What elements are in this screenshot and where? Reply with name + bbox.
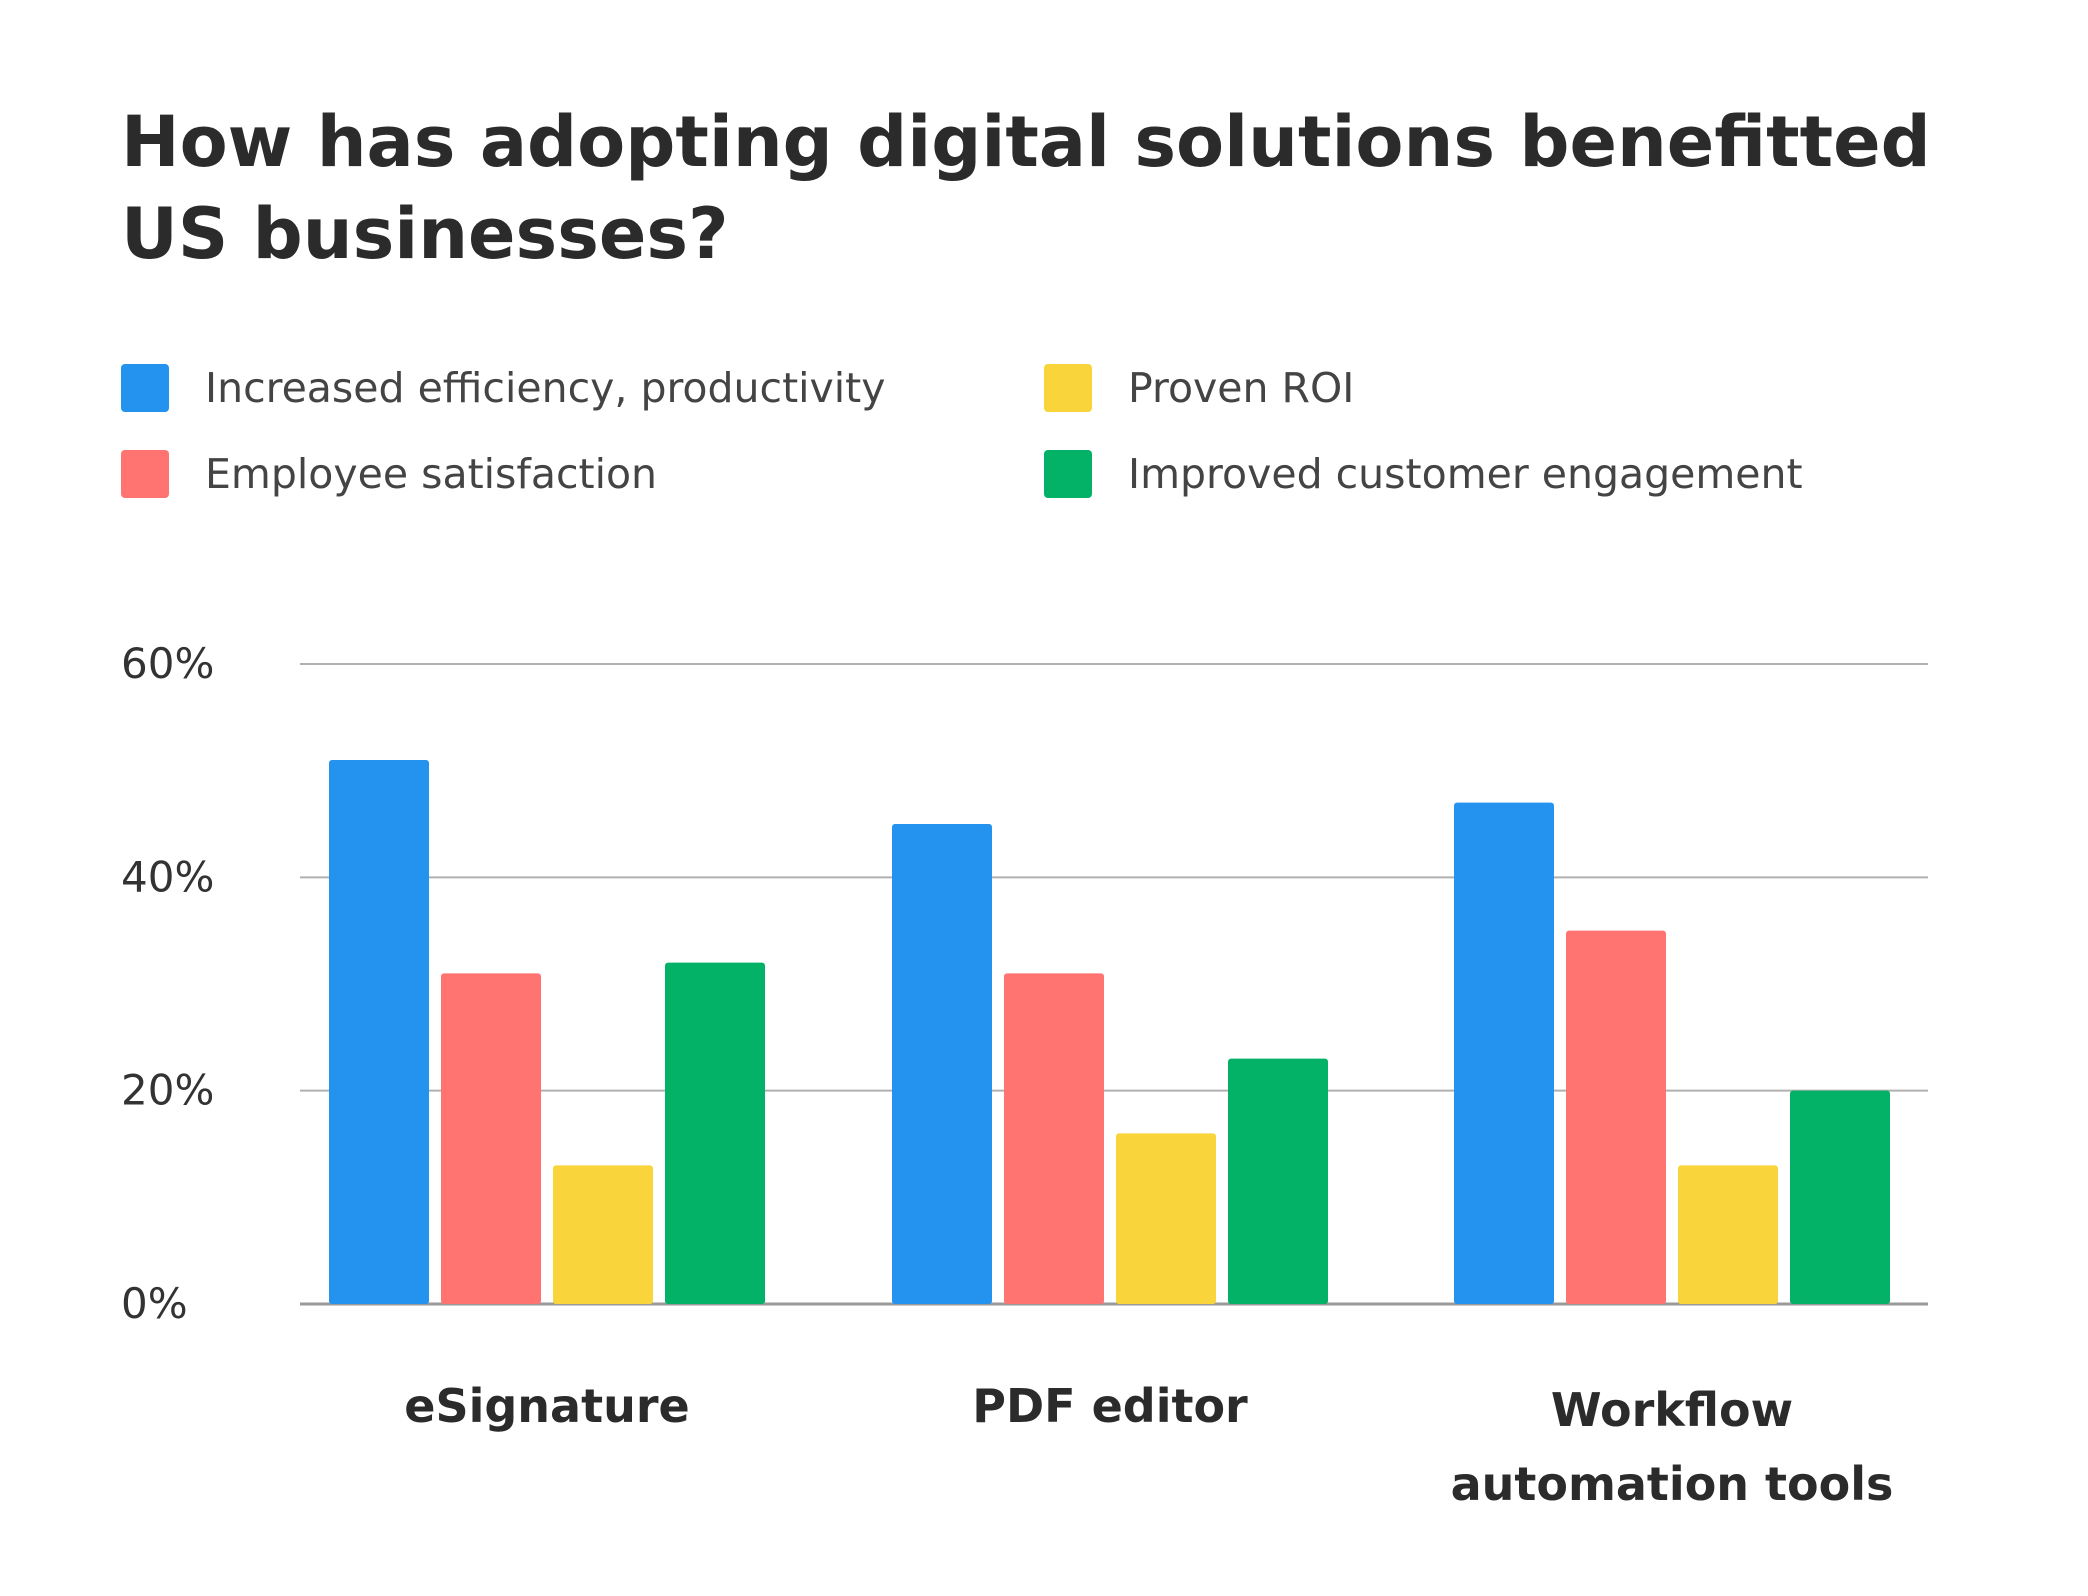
legend-item-proven-roi: Proven ROI	[1044, 364, 1354, 412]
legend-swatch-employee-satisfaction	[121, 450, 169, 498]
category-label-2-1: automation tools	[1451, 1457, 1894, 1511]
legend-item-customer-engagement: Improved customer engagement	[1044, 450, 1803, 498]
bar-1-2	[1116, 1133, 1216, 1304]
chart-title-line-1: How has adopting digital solutions benef…	[121, 101, 1931, 183]
chart-title-line-2: US businesses?	[121, 193, 729, 275]
legend-swatch-customer-engagement	[1044, 450, 1092, 498]
y-tick-label-40: 40%	[121, 852, 214, 901]
category-label-2-0: Workflow	[1551, 1383, 1793, 1437]
legend-label-employee-satisfaction: Employee satisfaction	[205, 450, 658, 498]
legend-item-employee-satisfaction: Employee satisfaction	[121, 450, 657, 498]
bar-1-0	[892, 824, 992, 1304]
legend-label-proven-roi: Proven ROI	[1128, 364, 1355, 412]
category-label-0-0: eSignature	[404, 1379, 689, 1433]
bar-0-2	[553, 1165, 653, 1304]
bar-0-3	[665, 962, 765, 1304]
bar-2-0	[1454, 802, 1554, 1304]
y-tick-label-20: 20%	[121, 1066, 214, 1115]
bar-2-1	[1566, 930, 1666, 1304]
legend-item-efficiency: Increased efficiency, productivity	[121, 364, 886, 412]
legend-label-efficiency: Increased efficiency, productivity	[205, 364, 886, 412]
bar-2-3	[1790, 1090, 1890, 1304]
legend-swatch-proven-roi	[1044, 364, 1092, 412]
bar-1-3	[1228, 1058, 1328, 1304]
bar-2-2	[1678, 1165, 1778, 1304]
bar-1-1	[1004, 973, 1104, 1304]
bar-0-0	[329, 760, 429, 1304]
legend-label-customer-engagement: Improved customer engagement	[1128, 450, 1803, 498]
bar-0-1	[441, 973, 541, 1304]
chart-title: How has adopting digital solutions benef…	[121, 96, 1971, 280]
y-tick-label-60: 60%	[121, 639, 214, 688]
y-tick-label-0: 0%	[121, 1279, 188, 1328]
category-label-1-0: PDF editor	[972, 1379, 1248, 1433]
legend-swatch-efficiency	[121, 364, 169, 412]
